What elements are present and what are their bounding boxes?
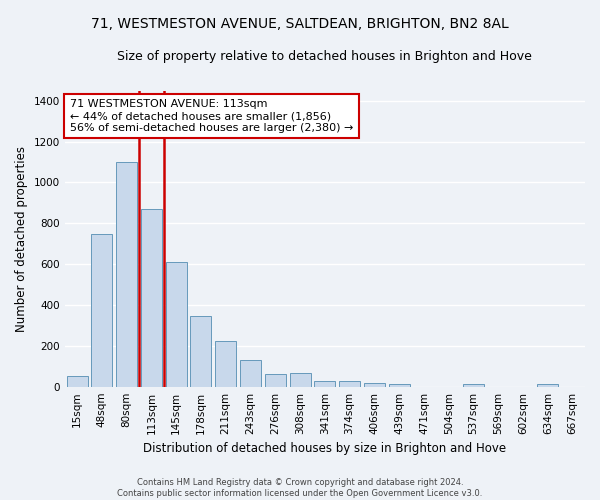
Bar bbox=[339, 381, 360, 386]
Bar bbox=[91, 234, 112, 386]
Bar bbox=[364, 383, 385, 386]
Bar bbox=[141, 209, 162, 386]
Bar bbox=[463, 384, 484, 386]
Title: Size of property relative to detached houses in Brighton and Hove: Size of property relative to detached ho… bbox=[118, 50, 532, 63]
Bar bbox=[389, 384, 410, 386]
Text: 71 WESTMESTON AVENUE: 113sqm
← 44% of detached houses are smaller (1,856)
56% of: 71 WESTMESTON AVENUE: 113sqm ← 44% of de… bbox=[70, 100, 353, 132]
Text: 71, WESTMESTON AVENUE, SALTDEAN, BRIGHTON, BN2 8AL: 71, WESTMESTON AVENUE, SALTDEAN, BRIGHTO… bbox=[91, 18, 509, 32]
Bar bbox=[215, 340, 236, 386]
Text: Contains HM Land Registry data © Crown copyright and database right 2024.
Contai: Contains HM Land Registry data © Crown c… bbox=[118, 478, 482, 498]
Bar bbox=[265, 374, 286, 386]
Bar bbox=[166, 262, 187, 386]
Bar bbox=[190, 316, 211, 386]
X-axis label: Distribution of detached houses by size in Brighton and Hove: Distribution of detached houses by size … bbox=[143, 442, 506, 455]
Bar bbox=[116, 162, 137, 386]
Bar bbox=[314, 381, 335, 386]
Bar bbox=[240, 360, 261, 386]
Bar bbox=[67, 376, 88, 386]
Bar bbox=[290, 374, 311, 386]
Y-axis label: Number of detached properties: Number of detached properties bbox=[15, 146, 28, 332]
Bar bbox=[538, 384, 559, 386]
